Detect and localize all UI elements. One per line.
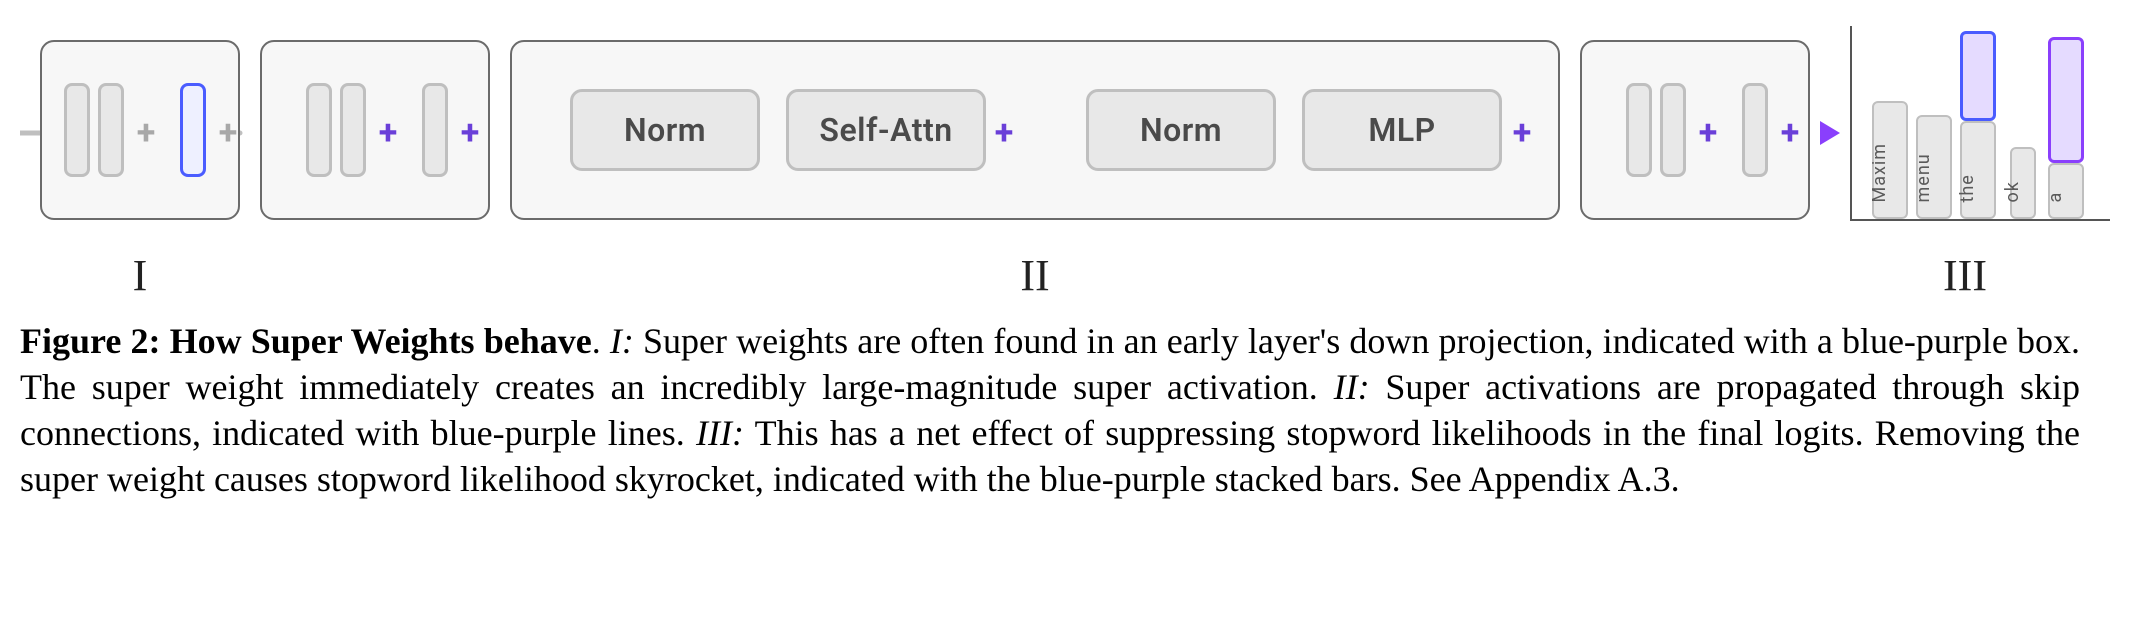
- bar-label: Maxim: [1869, 143, 1890, 203]
- block-norm: Norm: [1086, 89, 1276, 171]
- x-axis: [1850, 219, 2110, 221]
- panel-IIc: [1580, 40, 1810, 220]
- plus-icon: +: [1781, 113, 1800, 153]
- bar-label: the: [1957, 174, 1978, 202]
- block-mlp: MLP: [1302, 89, 1502, 171]
- mini-block: [1742, 83, 1768, 177]
- mini-block: [340, 83, 366, 177]
- panel-IIa: [260, 40, 490, 220]
- bar-a: a: [2048, 37, 2084, 219]
- super-weight-block: [180, 83, 206, 177]
- caption-roman-1: II:: [1334, 367, 1370, 407]
- diagram-canvas: IIIIIINormSelf-AttnNormMLP++++++++Maximm…: [20, 20, 2114, 270]
- plus-icon: +: [461, 113, 480, 153]
- y-axis: [1850, 26, 1852, 221]
- plus-icon: +: [995, 113, 1014, 153]
- mini-block: [1660, 83, 1686, 177]
- plus-icon: +: [1513, 113, 1532, 153]
- plus-icon: +: [137, 113, 156, 153]
- mini-block: [98, 83, 124, 177]
- mini-block: [1626, 83, 1652, 177]
- arrow-head-icon: [1820, 121, 1840, 145]
- bar-label: menu: [1913, 153, 1934, 202]
- roman-label-I: I: [133, 250, 148, 301]
- caption-roman-2: III:: [696, 413, 744, 453]
- mini-block: [64, 83, 90, 177]
- plus-icon: +: [379, 113, 398, 153]
- caption-lead: Figure 2: How Super Weights behave: [20, 321, 592, 361]
- bar-ok: ok: [2010, 147, 2036, 219]
- caption-roman-0: I:: [610, 321, 634, 361]
- plus-icon: +: [1699, 113, 1718, 153]
- bar-the: the: [1960, 31, 1996, 219]
- bar-Maxim: Maxim: [1872, 101, 1908, 219]
- bar-menu: menu: [1916, 115, 1952, 219]
- block-norm: Norm: [570, 89, 760, 171]
- bar-label: a: [2045, 192, 2066, 203]
- bar-label: ok: [2002, 181, 2023, 202]
- bar-extra: [1960, 31, 1996, 121]
- plus-icon: +: [219, 113, 238, 153]
- roman-label-III: III: [1943, 250, 1987, 301]
- roman-label-II: II: [1020, 250, 1049, 301]
- bar-extra: [2048, 37, 2084, 163]
- figure: IIIIIINormSelf-AttnNormMLP++++++++Maximm…: [20, 20, 2114, 502]
- bar-base: [1960, 121, 1996, 219]
- mini-block: [422, 83, 448, 177]
- logits-bar-chart: Maximmenutheoka: [1850, 26, 2110, 221]
- figure-caption: Figure 2: How Super Weights behave. I: S…: [20, 318, 2080, 502]
- caption-period: .: [592, 321, 610, 361]
- mini-block: [306, 83, 332, 177]
- block-selfattn: Self-Attn: [786, 89, 986, 171]
